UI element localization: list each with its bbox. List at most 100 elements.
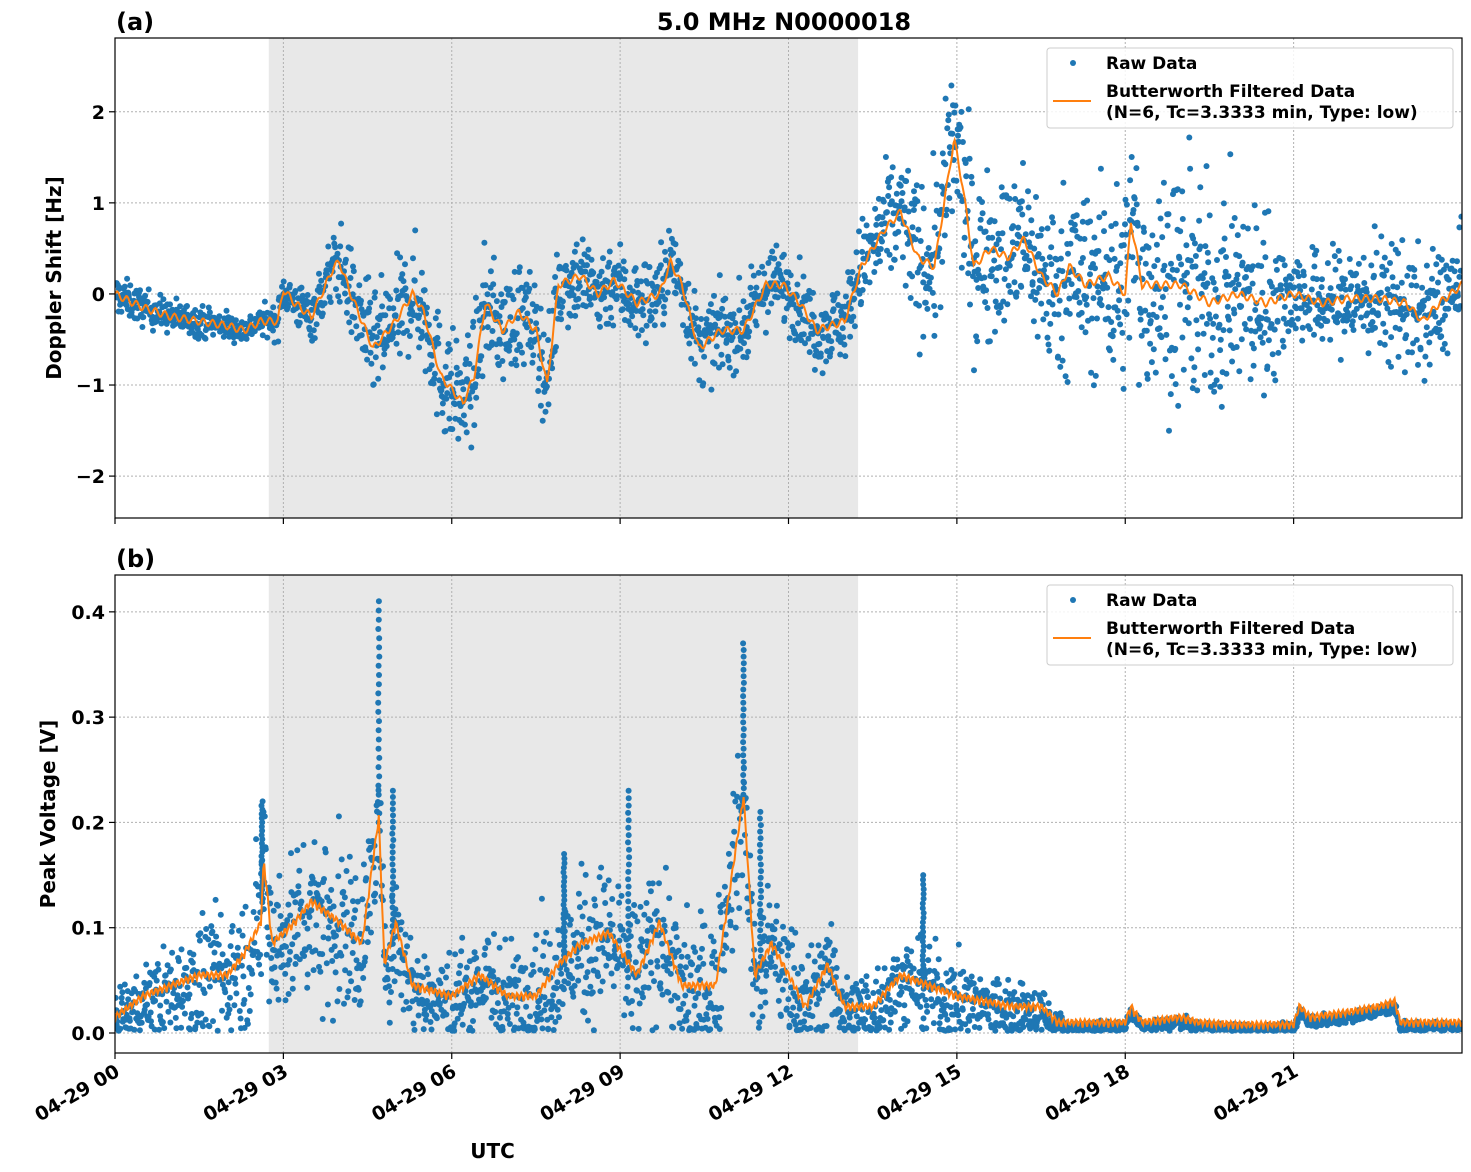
raw-data-point xyxy=(881,965,888,972)
raw-data-point xyxy=(629,998,635,1004)
raw-data-point xyxy=(614,293,620,299)
raw-data-point xyxy=(1264,363,1271,370)
raw-data-point xyxy=(455,435,462,442)
raw-data-point xyxy=(641,911,648,918)
raw-data-point xyxy=(788,1012,795,1019)
raw-data-point xyxy=(602,900,609,906)
raw-data-point xyxy=(1185,320,1192,327)
raw-data-point xyxy=(706,990,713,997)
raw-data-point xyxy=(666,227,672,234)
raw-data-point xyxy=(272,979,279,986)
raw-data-point xyxy=(937,1013,944,1020)
raw-data-point xyxy=(304,925,311,932)
raw-data-point xyxy=(732,798,739,805)
raw-data-point xyxy=(265,934,272,941)
raw-data-point xyxy=(1004,301,1011,308)
raw-data-point xyxy=(794,281,801,288)
legend-filtered-params: (N=6, Tc=3.3333 min, Type: low) xyxy=(1106,103,1418,123)
raw-data-point xyxy=(1338,294,1345,301)
raw-data-point xyxy=(1192,253,1199,259)
raw-data-point xyxy=(930,1020,937,1027)
raw-data-point xyxy=(422,1016,429,1023)
raw-data-point xyxy=(326,294,333,301)
raw-data-point xyxy=(1342,286,1349,293)
raw-data-point xyxy=(467,403,474,410)
raw-data-point xyxy=(645,984,652,991)
raw-data-point xyxy=(247,313,254,320)
raw-data-point xyxy=(199,910,206,916)
raw-data-point xyxy=(769,248,776,255)
raw-data-point xyxy=(157,291,164,298)
raw-data-point xyxy=(319,310,326,317)
raw-data-point xyxy=(481,951,488,958)
raw-data-point xyxy=(490,292,497,299)
raw-data-point xyxy=(1332,266,1339,273)
raw-data-point xyxy=(345,988,352,995)
raw-data-point xyxy=(1115,314,1122,321)
raw-data-point xyxy=(333,286,339,293)
raw-data-point xyxy=(1381,254,1388,261)
raw-data-point xyxy=(165,1008,172,1015)
raw-data-point xyxy=(181,1010,188,1017)
raw-data-point xyxy=(773,242,780,249)
raw-data-point xyxy=(227,943,234,950)
raw-data-point xyxy=(586,293,593,300)
raw-data-point xyxy=(608,314,615,321)
raw-data-point xyxy=(653,908,660,915)
raw-data-point xyxy=(1082,329,1089,336)
raw-data-point xyxy=(828,338,835,345)
raw-data-point xyxy=(537,402,544,409)
raw-data-point xyxy=(1380,272,1387,279)
raw-data-point xyxy=(378,272,385,278)
raw-data-point xyxy=(539,1025,546,1032)
raw-data-point xyxy=(205,304,212,311)
raw-data-point xyxy=(337,243,344,250)
raw-data-point xyxy=(395,329,402,336)
raw-data-point xyxy=(664,289,671,296)
raw-data-point xyxy=(446,415,453,422)
raw-data-point xyxy=(944,1016,951,1023)
raw-data-point xyxy=(725,357,732,364)
raw-data-point xyxy=(1319,276,1325,283)
raw-data-point xyxy=(1095,289,1102,296)
raw-data-point xyxy=(1210,320,1217,327)
raw-data-point xyxy=(338,856,345,863)
raw-data-point xyxy=(556,941,563,948)
raw-data-point xyxy=(853,980,860,987)
raw-data-point xyxy=(1204,249,1211,256)
raw-data-point xyxy=(660,303,667,310)
legend-raw-label: Raw Data xyxy=(1106,54,1197,74)
raw-data-point xyxy=(719,361,726,368)
raw-data-point xyxy=(1359,301,1366,308)
raw-data-point xyxy=(1213,377,1220,384)
raw-data-point xyxy=(662,864,669,871)
raw-data-point xyxy=(1059,268,1066,275)
raw-data-point xyxy=(147,1009,154,1016)
raw-data-point xyxy=(382,312,389,319)
raw-data-point xyxy=(1337,285,1344,292)
raw-data-point xyxy=(975,266,982,273)
raw-data-point xyxy=(454,1015,461,1022)
raw-data-point xyxy=(837,1007,843,1014)
raw-data-point xyxy=(700,960,707,967)
raw-data-point xyxy=(605,320,612,327)
raw-data-point xyxy=(229,923,236,929)
raw-data-point xyxy=(863,222,870,229)
raw-data-point xyxy=(553,985,560,992)
raw-data-point xyxy=(596,874,603,881)
raw-data-point xyxy=(689,961,696,968)
raw-data-point xyxy=(848,280,855,287)
raw-data-point xyxy=(614,956,621,963)
raw-data-point xyxy=(348,921,355,928)
raw-data-point xyxy=(662,257,669,264)
raw-data-point xyxy=(795,320,801,327)
raw-data-point xyxy=(330,1017,336,1024)
raw-data-point xyxy=(931,332,938,339)
raw-data-point xyxy=(423,1012,430,1018)
raw-data-point xyxy=(926,285,933,292)
raw-data-point xyxy=(1047,320,1054,327)
raw-data-point xyxy=(904,958,911,965)
raw-data-point xyxy=(1178,261,1185,268)
raw-data-point xyxy=(1172,345,1179,352)
raw-data-point xyxy=(1365,350,1372,357)
